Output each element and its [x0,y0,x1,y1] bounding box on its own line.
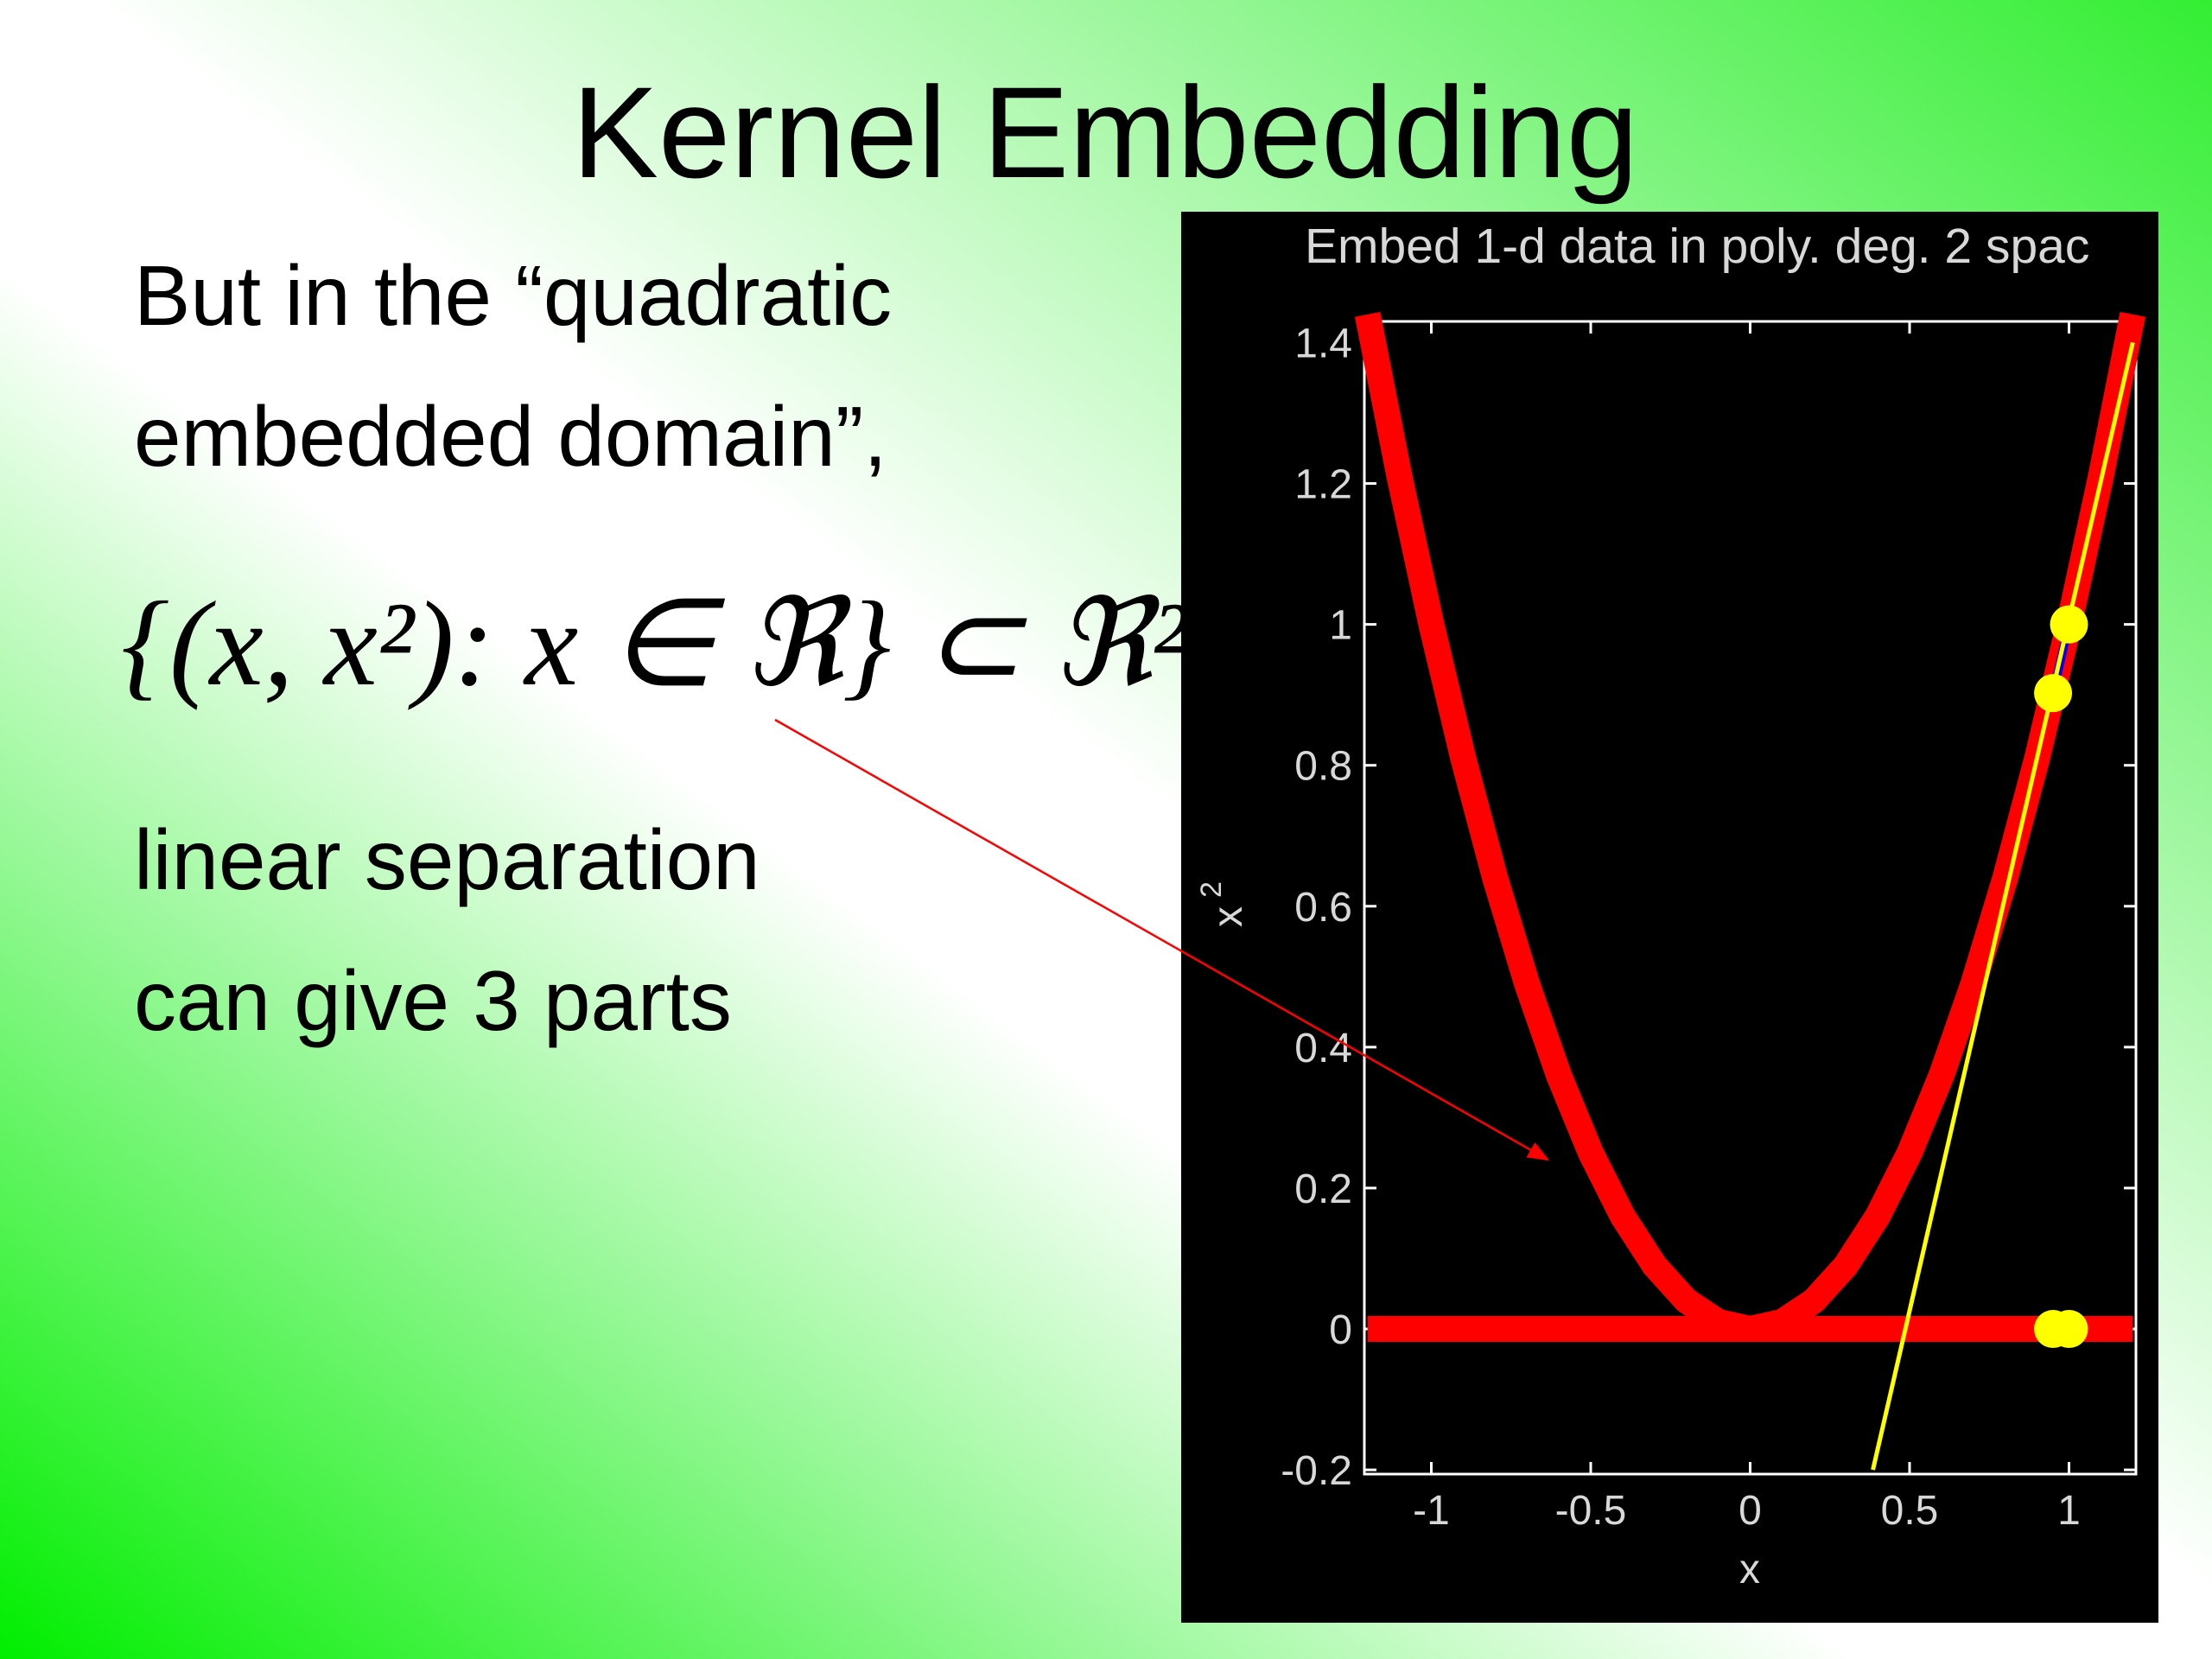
body-line: embedded domain”, [134,389,887,484]
y-tick-label: -0.2 [1281,1448,1352,1494]
slide-title: Kernel Embedding [572,60,1638,205]
y-tick-label: 0.2 [1294,1166,1352,1212]
x-tick-label: 1 [2057,1488,2081,1534]
y-axis-label-sup: 2 [1195,881,1228,898]
data-point [2050,1310,2088,1349]
body-line: can give 3 parts [134,953,732,1048]
formula: {(x, x²): x ∈ ℜ} ⊂ ℜ² [121,577,1189,711]
y-axis-label-base: x [1205,906,1251,927]
y-tick-label: 0.6 [1294,885,1352,931]
chart-title: Embed 1-d data in poly. deg. 2 spac [1305,219,2089,274]
x-tick-label: -1 [1413,1488,1450,1534]
body-line: But in the “quadratic [134,248,892,343]
x-tick-label: 0.5 [1881,1488,1939,1534]
y-tick-label: 1 [1329,603,1352,649]
x-axis-label: x [1739,1547,1760,1592]
y-axis-label: x 2 [1195,881,1251,927]
data-point [2034,674,2073,713]
y-tick-label: 1.4 [1294,321,1352,366]
x-tick-label: 0 [1738,1488,1762,1534]
data-line [1871,341,2135,1471]
x-tick-label: -0.5 [1555,1488,1627,1534]
y-tick-label: 0 [1329,1307,1352,1353]
y-tick-label: 0.8 [1294,744,1352,790]
arrow [774,718,1550,1161]
chart: Embed 1-d data in poly. deg. 2 spac x x … [1181,212,2158,1623]
data-point [2050,605,2088,644]
body-line: linear separation [134,812,760,907]
y-tick-label: 1.2 [1294,462,1352,508]
